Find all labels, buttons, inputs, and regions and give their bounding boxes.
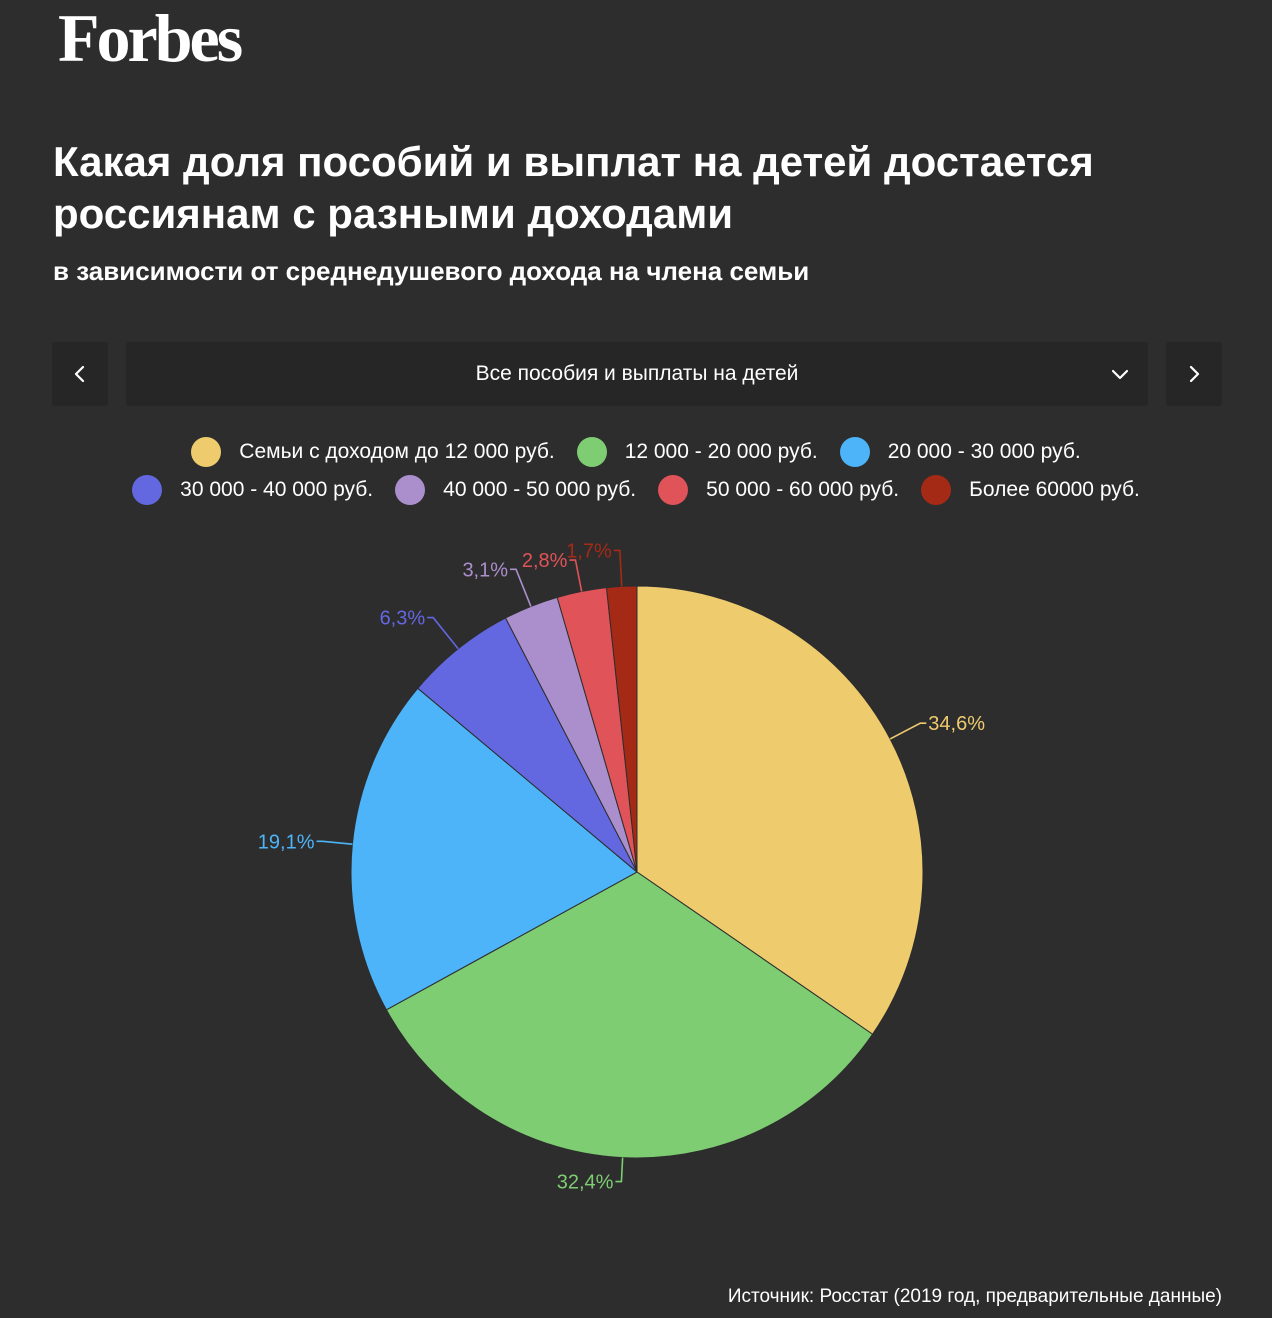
pie-chart: 34,6% 32,4% 19,1% 6,3% 3,1% 2,8%1,7% — [258, 540, 985, 1194]
legend-label: Семьи с доходом до 12 000 руб. — [239, 440, 555, 463]
label-leader-line — [889, 722, 927, 740]
legend-label: 12 000 - 20 000 руб. — [624, 440, 818, 463]
chevron-left-icon — [74, 365, 85, 383]
label-leader-line — [615, 1157, 624, 1183]
pie-slice[interactable] — [636, 585, 924, 1035]
forbes-logo: Forbes — [58, 0, 243, 76]
chart-selector-dropdown[interactable]: Все пособия и выплаты на детей — [126, 342, 1148, 406]
prev-button[interactable] — [52, 342, 108, 406]
slice-value-label: 1,7% — [566, 540, 612, 562]
chevron-right-icon — [1189, 365, 1200, 383]
dropdown-selected-value: Все пособия и выплаты на детей — [475, 362, 799, 385]
source-note: Источник: Росстат (2019 год, предварител… — [727, 1286, 1222, 1307]
legend-swatch — [132, 475, 163, 505]
page-subtitle: в зависимости от среднедушевого дохода н… — [53, 256, 810, 286]
legend-label: 30 000 - 40 000 руб. — [180, 478, 374, 501]
next-button[interactable] — [1166, 342, 1222, 406]
page-title: Какая доля пособий и выплат на детей дос… — [53, 138, 1094, 237]
chevron-down-icon — [1111, 369, 1129, 380]
legend-item[interactable]: 40 000 - 50 000 руб. — [395, 475, 637, 505]
pie-slice[interactable] — [350, 687, 638, 1011]
legend-swatch — [839, 437, 870, 467]
legend-label: 20 000 - 30 000 руб. — [887, 440, 1081, 463]
label-leader-line — [569, 559, 583, 592]
legend-swatch — [921, 475, 952, 505]
legend-item[interactable]: Семьи с доходом до 12 000 руб. — [191, 437, 555, 467]
legend-swatch — [658, 475, 689, 505]
slice-value-label: 32,4% — [557, 1172, 614, 1194]
legend-item[interactable]: 50 000 - 60 000 руб. — [658, 475, 900, 505]
legend-swatch — [576, 437, 607, 467]
slice-value-label: 6,3% — [380, 608, 426, 630]
legend-label: 50 000 - 60 000 руб. — [706, 478, 900, 501]
label-leader-line — [427, 616, 459, 650]
slice-value-label: 34,6% — [928, 713, 985, 735]
slice-value-label: 19,1% — [258, 831, 315, 853]
legend-swatch — [191, 437, 222, 467]
legend-label: Более 60000 руб. — [969, 478, 1140, 501]
label-leader-line — [510, 568, 532, 607]
chart-legend: Семьи с доходом до 12 000 руб. 12 000 - 2… — [60, 437, 1212, 505]
label-leader-line — [613, 549, 623, 587]
legend-label: 40 000 - 50 000 руб. — [443, 478, 637, 501]
slice-value-label: 2,8% — [522, 550, 568, 572]
pie-slice[interactable] — [417, 617, 638, 873]
legend-item[interactable]: 12 000 - 20 000 руб. — [576, 437, 818, 467]
legend-item[interactable]: 30 000 - 40 000 руб. — [132, 475, 374, 505]
legend-item[interactable]: 20 000 - 30 000 руб. — [839, 437, 1081, 467]
legend-swatch — [395, 475, 426, 505]
label-leader-line — [316, 840, 353, 845]
legend-item[interactable]: Более 60000 руб. — [921, 475, 1140, 505]
slice-value-label: 3,1% — [462, 559, 508, 581]
